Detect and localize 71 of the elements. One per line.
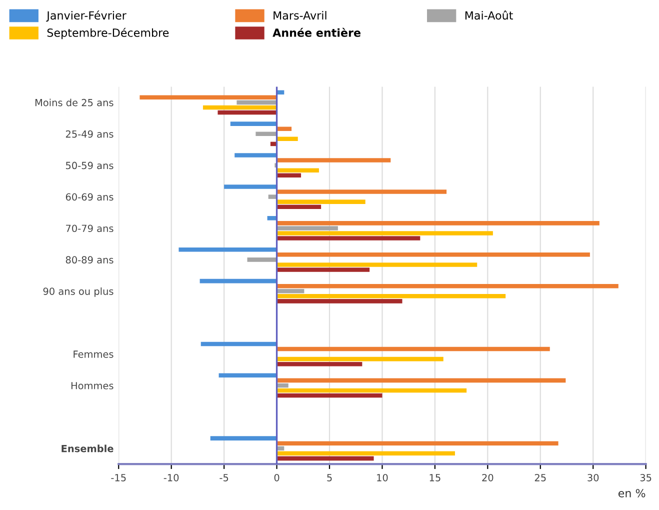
bar	[256, 132, 277, 136]
bar	[276, 362, 362, 366]
y-tick-label: 70-79 ans	[66, 224, 114, 232]
y-tick-label: 50-59 ans	[66, 162, 114, 170]
bar	[276, 126, 292, 131]
bar	[178, 247, 277, 252]
bar	[276, 226, 338, 230]
legend-label: Année entière	[272, 28, 360, 37]
x-tick-label: 25	[534, 474, 546, 482]
bar	[247, 258, 277, 262]
x-tick-label: 30	[588, 474, 599, 482]
y-tick-label: 80-89 ans	[66, 256, 114, 264]
bar	[236, 100, 277, 105]
bar	[276, 262, 478, 267]
bar	[202, 105, 277, 110]
legend-label: Janvier-Février	[46, 10, 126, 22]
bar	[276, 231, 493, 236]
bar	[276, 441, 558, 446]
bar	[276, 90, 284, 94]
bar	[276, 299, 402, 304]
x-tick-label: -15	[111, 474, 126, 482]
x-axis-title: en %	[618, 488, 646, 498]
bar	[276, 268, 370, 272]
x-tick-label: 20	[482, 474, 494, 482]
y-tick-label: Hommes	[71, 382, 114, 390]
bar	[276, 136, 298, 142]
bar	[276, 200, 366, 204]
x-tick-label: -5	[220, 474, 228, 482]
y-tick-label: Moins de 25 ans	[35, 98, 114, 106]
bar	[210, 436, 277, 440]
y-tick-label: Femmes	[74, 350, 114, 358]
bar	[276, 388, 467, 393]
bar	[276, 346, 550, 352]
bar	[218, 373, 277, 378]
x-tick-label: -10	[164, 474, 179, 482]
x-tick-label: 10	[377, 474, 388, 482]
bar	[276, 393, 382, 398]
bar	[276, 236, 420, 240]
bar	[276, 158, 391, 162]
bar	[224, 184, 277, 189]
bar	[276, 190, 447, 194]
x-tick-label: 5	[327, 474, 332, 482]
bar	[200, 278, 277, 284]
bar	[218, 110, 277, 115]
bar	[276, 284, 618, 288]
x-tick-label: 35	[640, 474, 652, 482]
bar	[276, 456, 374, 461]
y-tick-label: Ensemble	[62, 444, 114, 452]
y-tick-label: 25-49 ans	[66, 130, 114, 138]
bar	[230, 122, 277, 126]
bar	[140, 95, 277, 100]
y-tick-label: 60-69 ans	[66, 193, 114, 201]
bar	[276, 173, 302, 178]
legend-label: Mai-Août	[465, 10, 513, 20]
bar	[276, 288, 304, 294]
y-tick-label: 90 ans ou plus	[43, 287, 114, 297]
bar	[276, 294, 506, 298]
x-tick-label: 0	[274, 474, 280, 482]
legend-label: Septembre-Décembre	[47, 28, 169, 40]
bar	[276, 252, 590, 257]
bar	[276, 446, 284, 451]
bar	[234, 153, 277, 158]
legend-label: Mars-Avril	[274, 11, 326, 20]
bar	[200, 342, 277, 346]
x-tick-label: 15	[430, 474, 440, 482]
bar	[276, 168, 319, 172]
bar	[276, 356, 444, 362]
bar	[276, 378, 566, 383]
bar	[276, 451, 455, 456]
bar	[276, 204, 322, 209]
bar	[276, 221, 600, 226]
